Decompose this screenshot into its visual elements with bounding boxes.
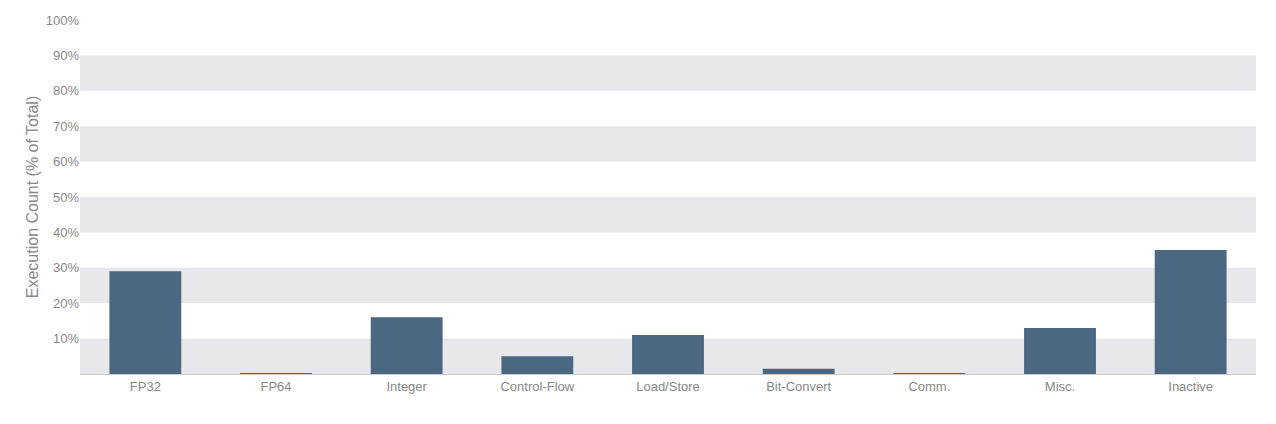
- svg-text:Comm.: Comm.: [908, 379, 950, 394]
- svg-text:60%: 60%: [53, 154, 79, 169]
- svg-text:Load/Store: Load/Store: [636, 379, 700, 394]
- svg-text:90%: 90%: [53, 48, 79, 63]
- svg-text:Misc.: Misc.: [1045, 379, 1075, 394]
- svg-text:100%: 100%: [46, 13, 80, 28]
- svg-text:FP64: FP64: [260, 379, 291, 394]
- svg-text:50%: 50%: [53, 190, 79, 205]
- svg-text:20%: 20%: [53, 296, 79, 311]
- svg-text:Bit-Convert: Bit-Convert: [766, 379, 831, 394]
- svg-text:30%: 30%: [53, 260, 79, 275]
- svg-text:40%: 40%: [53, 225, 79, 240]
- svg-text:FP32: FP32: [130, 379, 161, 394]
- svg-text:Control-Flow: Control-Flow: [500, 379, 574, 394]
- svg-text:70%: 70%: [53, 119, 79, 134]
- svg-text:10%: 10%: [53, 331, 79, 346]
- svg-text:80%: 80%: [53, 83, 79, 98]
- svg-text:Integer: Integer: [386, 379, 427, 394]
- svg-text:Inactive: Inactive: [1168, 379, 1213, 394]
- svg-text:Execution Count (% of Total): Execution Count (% of Total): [24, 96, 41, 298]
